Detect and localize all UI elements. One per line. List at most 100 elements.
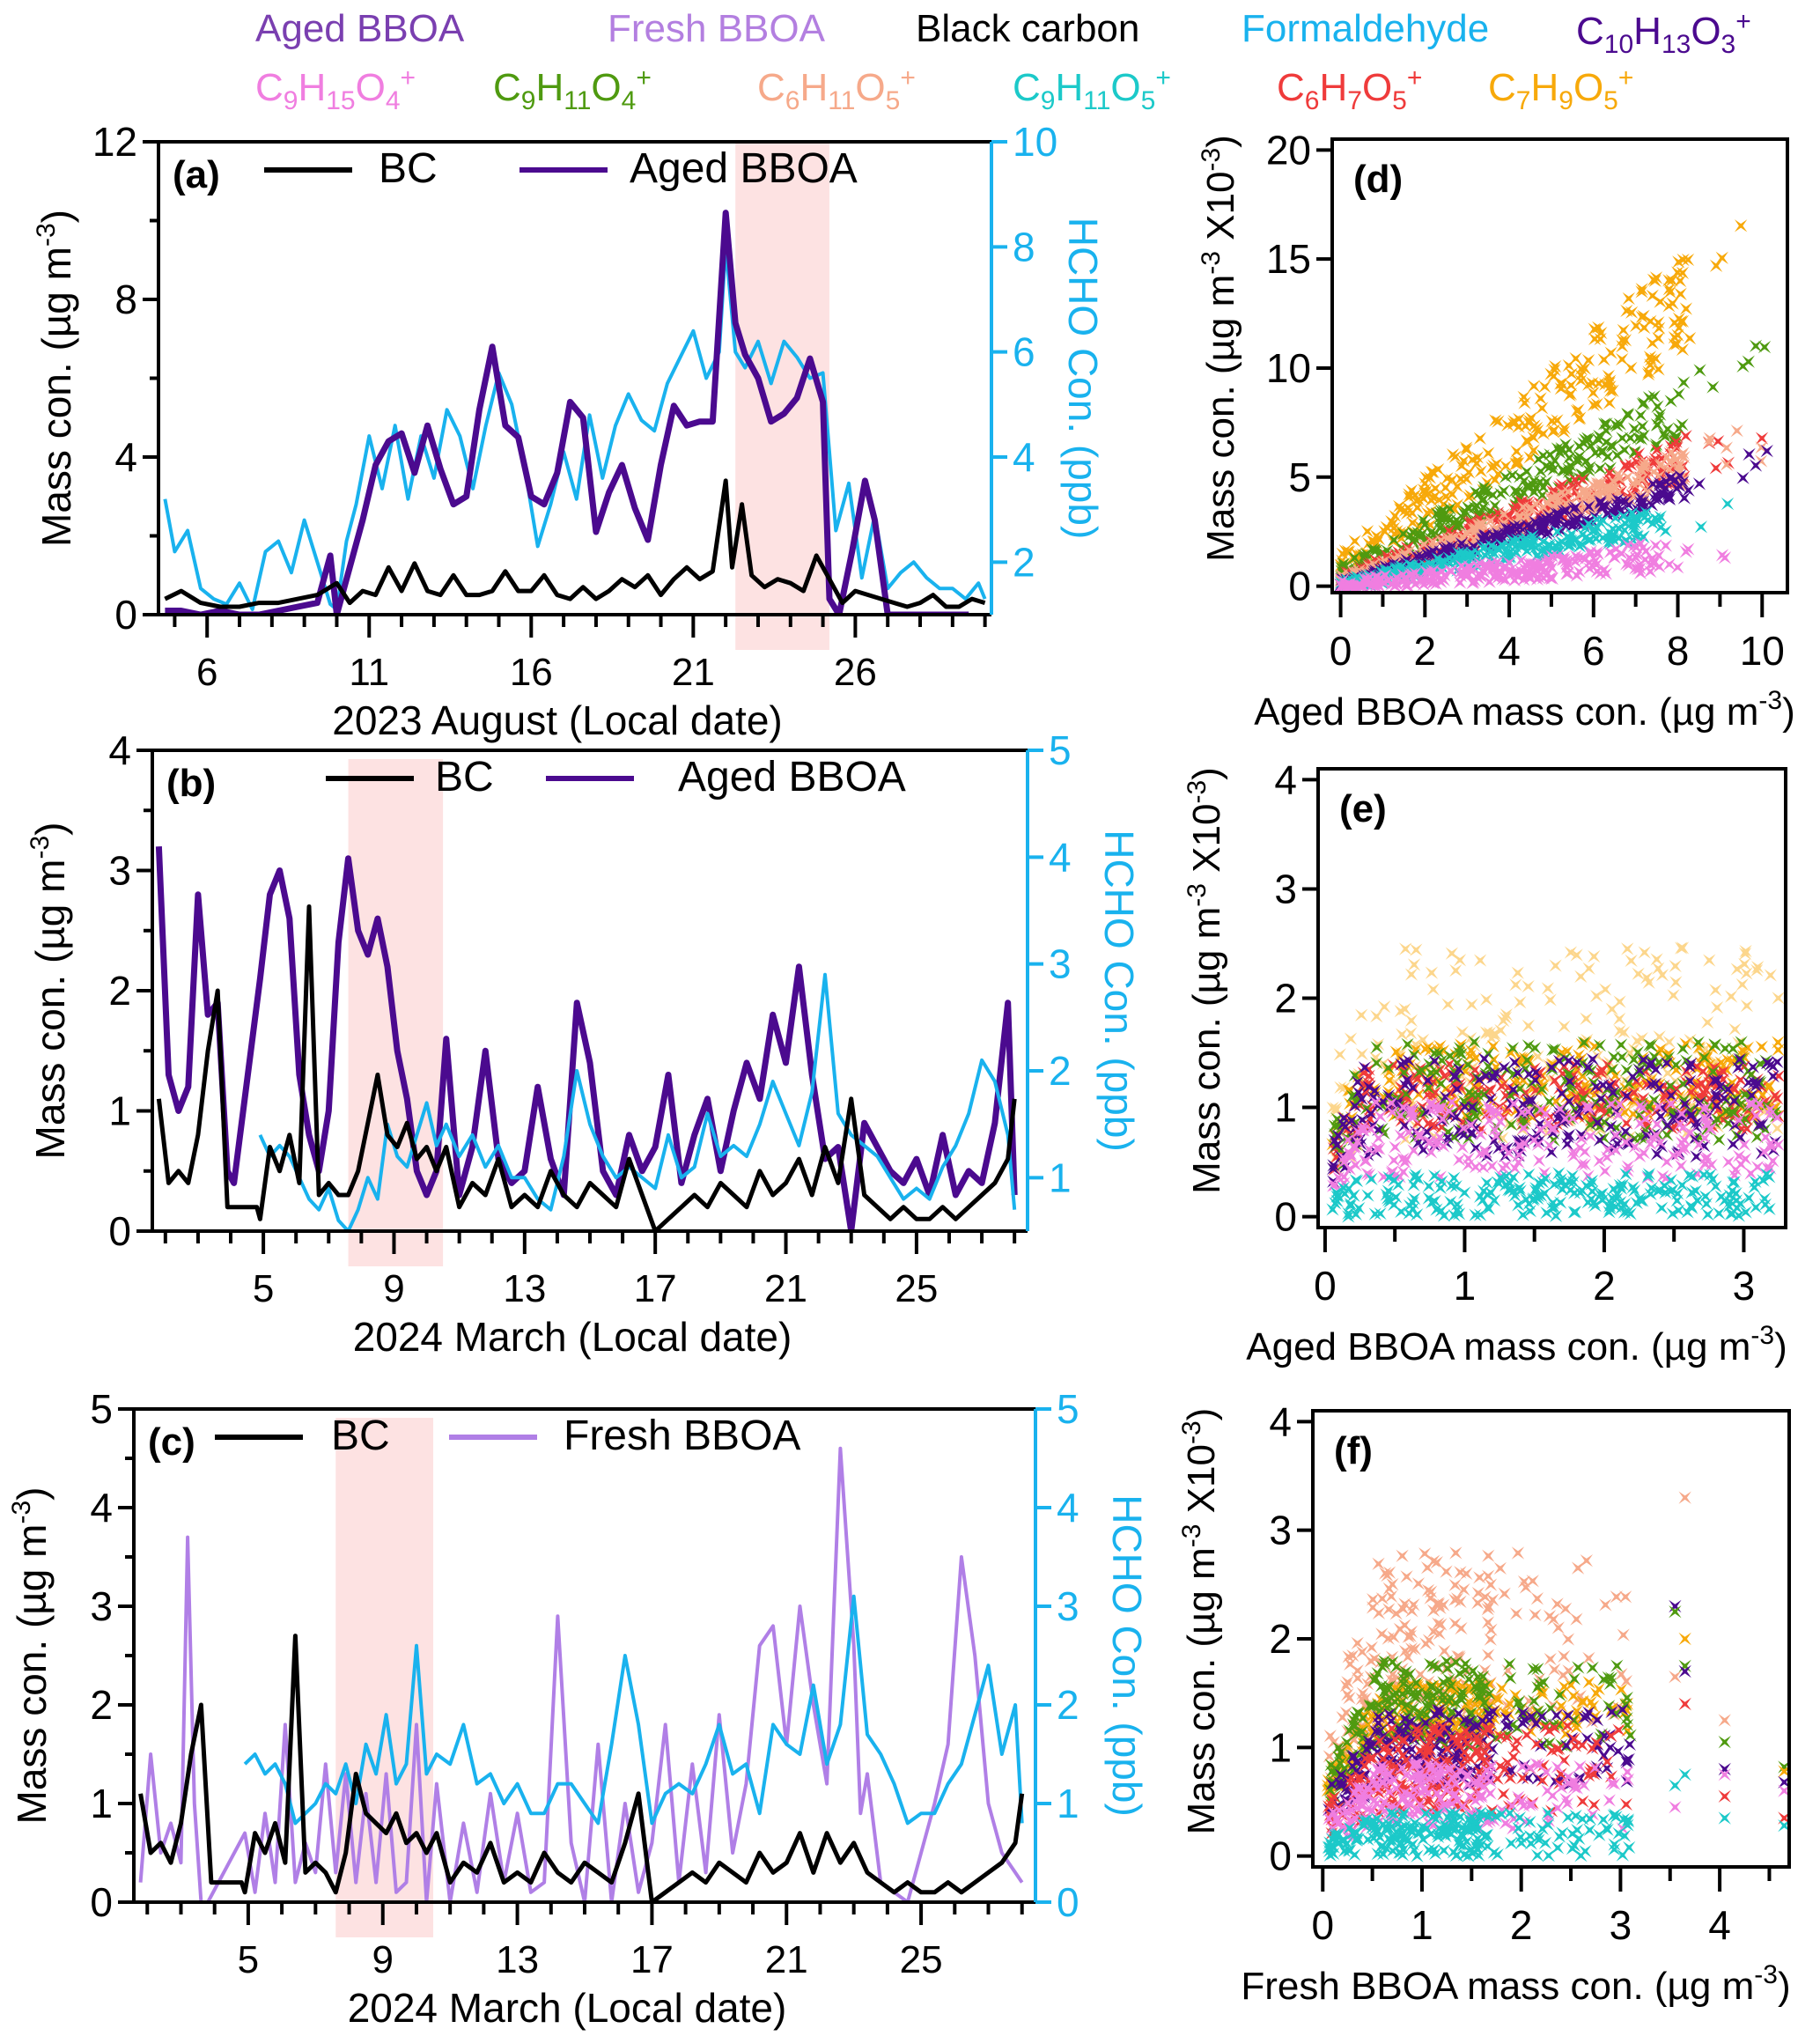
scatter-point	[1445, 1095, 1459, 1109]
scatter-point	[1620, 1718, 1634, 1732]
scatter-point	[1453, 1667, 1467, 1680]
scatter-point	[1582, 1676, 1595, 1689]
scatter-point	[1326, 1162, 1340, 1176]
scatter-point	[1653, 1030, 1666, 1044]
scatter-point	[1606, 439, 1619, 454]
scatter-point	[1618, 1590, 1632, 1604]
y2-tick-label: 1	[1057, 1781, 1079, 1826]
scatter-point	[1344, 1032, 1358, 1045]
scatter-series-c10h13o3-	[1326, 1052, 1784, 1188]
scatter-point	[1426, 1695, 1439, 1708]
scatter-point	[1540, 542, 1554, 556]
scatter-point	[1599, 499, 1612, 513]
x-axis-label: Aged BBOA mass con. (µg m-3)	[1254, 686, 1794, 734]
scatter-point	[1707, 1073, 1721, 1088]
scatter-point	[1435, 564, 1448, 579]
scatter-point	[1617, 323, 1630, 337]
scatter-point	[1406, 1081, 1419, 1095]
scatter-point	[1454, 1595, 1467, 1609]
scatter-point	[1588, 1798, 1601, 1811]
scatter-point	[1628, 1184, 1641, 1198]
scatter-point	[1734, 1073, 1747, 1087]
scatter-point	[1582, 1651, 1595, 1665]
scatter-point	[1672, 1147, 1685, 1161]
scatter-point	[1396, 1761, 1409, 1774]
scatter-point	[1352, 1201, 1366, 1215]
scatter-point	[1755, 1040, 1768, 1053]
scatter-point	[1510, 445, 1523, 458]
scatter-point	[1727, 1042, 1740, 1056]
scatter-point	[1508, 1688, 1522, 1702]
formula-element: C	[1576, 10, 1604, 53]
scatter-point	[1531, 1138, 1544, 1151]
scatter-point	[1425, 1679, 1439, 1693]
scatter-point	[1702, 436, 1716, 449]
scatter-point	[1441, 531, 1455, 544]
scatter-point	[1579, 521, 1592, 535]
scatter-point	[1478, 1144, 1492, 1157]
scatter-point	[1499, 1159, 1513, 1172]
scatter-point	[1613, 1024, 1626, 1037]
scatter-point	[1699, 1118, 1713, 1131]
scatter-point	[1654, 520, 1668, 535]
x-tick-label: 21	[764, 1267, 807, 1310]
scatter-point	[1418, 476, 1432, 491]
scatter-point	[1369, 1095, 1382, 1109]
scatter-point	[1676, 1077, 1690, 1091]
scatter-point	[1529, 1182, 1543, 1195]
formula-element: H	[535, 66, 564, 109]
scatter-point	[1637, 1053, 1650, 1066]
scatter-point	[1593, 1154, 1606, 1168]
scatter-point	[1655, 969, 1669, 982]
scatter-point	[1426, 544, 1440, 557]
scatter-point	[1384, 1590, 1398, 1604]
scatter-point	[1615, 1667, 1628, 1681]
scatter-point	[1523, 451, 1536, 464]
scatter-point	[1398, 1644, 1412, 1658]
scatter-point	[1472, 487, 1485, 500]
formula-charge: +	[400, 63, 416, 92]
scatter-point	[1740, 967, 1753, 980]
panel-label: (c)	[148, 1420, 195, 1464]
scatter-point	[1448, 1171, 1461, 1184]
scatter-point	[1522, 416, 1536, 429]
y2-tick-label: 4	[1057, 1485, 1079, 1531]
scatter-point	[1568, 1206, 1582, 1219]
scatter-point	[1486, 1705, 1499, 1718]
scatter-point	[1756, 1118, 1769, 1132]
scatter-point	[1617, 1628, 1630, 1641]
scatter-point	[1396, 1549, 1409, 1563]
scatter-point	[1683, 1169, 1696, 1182]
scatter-point	[1418, 1782, 1432, 1796]
scatter-point	[1440, 490, 1453, 503]
scatter-point	[1348, 535, 1361, 548]
scatter-point	[1581, 353, 1595, 367]
scatter-point	[1527, 478, 1540, 492]
scatter-point	[1632, 447, 1646, 461]
scatter-point	[1647, 465, 1661, 479]
scatter-point	[1637, 1147, 1651, 1160]
scatter-point	[1724, 990, 1738, 1003]
scatter-point	[1525, 1798, 1539, 1811]
scatter-point	[1654, 295, 1667, 308]
scatter-point	[1549, 959, 1562, 972]
scatter-point	[1647, 389, 1661, 403]
scatter-point	[1649, 271, 1663, 284]
y-tick-label: 1	[1274, 1085, 1297, 1131]
formula-subscript: 6	[785, 86, 800, 115]
scatter-point	[1749, 1200, 1763, 1214]
scatter-point	[1465, 453, 1479, 467]
scatter-point	[1720, 458, 1734, 471]
scatter-point	[1698, 1157, 1712, 1170]
scatter-point	[1385, 1722, 1399, 1735]
scatter-point	[1352, 1770, 1367, 1784]
scatter-point	[1373, 1725, 1386, 1738]
scatter-point	[1519, 1062, 1532, 1075]
scatter-point	[1644, 1137, 1657, 1151]
scatter-point	[1623, 1737, 1637, 1752]
panel-label: (d)	[1353, 158, 1403, 201]
scatter-point	[1654, 1110, 1668, 1123]
scatter-point	[1709, 984, 1722, 997]
scatter-point	[1426, 1604, 1441, 1618]
